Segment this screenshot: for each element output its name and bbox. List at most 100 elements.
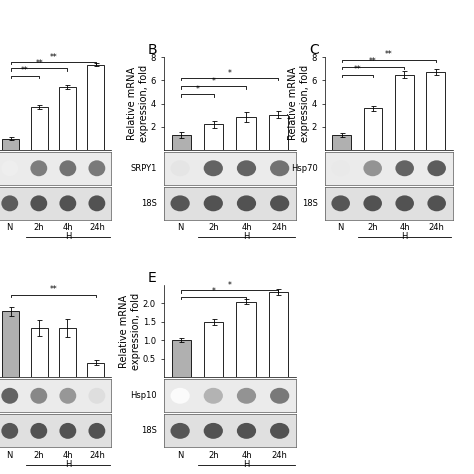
Text: **: **	[49, 53, 57, 62]
Bar	[172, 135, 191, 150]
Bar	[31, 107, 48, 150]
Text: **: **	[21, 66, 29, 75]
Y-axis label: Relative mRNA
expression, fold: Relative mRNA expression, fold	[127, 65, 149, 142]
Text: **: **	[49, 285, 57, 294]
Ellipse shape	[89, 388, 105, 404]
Ellipse shape	[59, 160, 76, 176]
Ellipse shape	[237, 160, 256, 176]
Text: *: *	[196, 85, 200, 94]
Text: N: N	[7, 223, 13, 232]
Ellipse shape	[204, 388, 223, 404]
Ellipse shape	[59, 195, 76, 211]
Ellipse shape	[1, 388, 18, 404]
Text: 4h: 4h	[63, 223, 73, 232]
Text: 4h: 4h	[63, 451, 73, 460]
Ellipse shape	[89, 160, 105, 176]
Ellipse shape	[395, 160, 414, 176]
Text: 18S: 18S	[141, 199, 157, 208]
Ellipse shape	[204, 423, 223, 439]
Ellipse shape	[1, 195, 18, 211]
Bar	[172, 340, 191, 377]
Ellipse shape	[428, 195, 446, 211]
Text: 2h: 2h	[34, 451, 44, 460]
Text: **: **	[354, 65, 361, 74]
Text: N: N	[177, 451, 183, 460]
Ellipse shape	[171, 195, 190, 211]
Text: N: N	[177, 223, 183, 232]
Bar	[204, 124, 223, 150]
Ellipse shape	[89, 423, 105, 439]
Ellipse shape	[237, 423, 256, 439]
Text: 4h: 4h	[241, 451, 252, 460]
Bar	[426, 73, 445, 150]
Ellipse shape	[364, 195, 382, 211]
Ellipse shape	[204, 195, 223, 211]
Ellipse shape	[171, 423, 190, 439]
Text: E: E	[147, 271, 156, 285]
Ellipse shape	[237, 388, 256, 404]
Text: H: H	[64, 232, 71, 241]
Ellipse shape	[1, 160, 18, 176]
Text: *: *	[228, 281, 232, 290]
Bar	[269, 115, 288, 150]
Text: 4h: 4h	[241, 223, 252, 232]
Ellipse shape	[171, 160, 190, 176]
Bar	[2, 139, 19, 150]
Bar	[237, 301, 256, 377]
Text: *: *	[212, 77, 216, 86]
Text: Hsp70: Hsp70	[292, 164, 319, 173]
Bar	[269, 292, 288, 377]
Ellipse shape	[270, 423, 289, 439]
Ellipse shape	[59, 423, 76, 439]
Bar	[31, 328, 48, 377]
Text: 24h: 24h	[89, 223, 105, 232]
Ellipse shape	[364, 160, 382, 176]
Y-axis label: Relative mRNA
expression, fold: Relative mRNA expression, fold	[288, 65, 310, 142]
Ellipse shape	[89, 195, 105, 211]
Text: *: *	[212, 287, 216, 296]
Bar	[395, 75, 414, 150]
Y-axis label: Relative mRNA
expression, fold: Relative mRNA expression, fold	[119, 292, 141, 370]
Ellipse shape	[30, 195, 47, 211]
Ellipse shape	[270, 160, 289, 176]
Text: SRPY1: SRPY1	[130, 164, 157, 173]
Text: 18S: 18S	[302, 199, 319, 208]
Ellipse shape	[331, 195, 350, 211]
Text: 24h: 24h	[272, 223, 288, 232]
Ellipse shape	[204, 160, 223, 176]
Text: H: H	[401, 232, 408, 241]
Text: 18S: 18S	[141, 427, 157, 435]
Ellipse shape	[395, 195, 414, 211]
Text: H: H	[64, 460, 71, 469]
Text: H: H	[243, 232, 250, 241]
Bar	[2, 311, 19, 377]
Ellipse shape	[59, 388, 76, 404]
Text: Hsp10: Hsp10	[130, 392, 157, 400]
Bar	[332, 135, 351, 150]
Ellipse shape	[331, 160, 350, 176]
Ellipse shape	[237, 195, 256, 211]
Text: 24h: 24h	[272, 451, 288, 460]
Bar	[87, 65, 104, 150]
Ellipse shape	[30, 388, 47, 404]
Text: 24h: 24h	[89, 451, 105, 460]
Text: *: *	[228, 69, 232, 78]
Ellipse shape	[1, 423, 18, 439]
Text: **: **	[35, 59, 43, 68]
Bar	[87, 363, 104, 377]
Text: N: N	[7, 451, 13, 460]
Text: N: N	[337, 223, 344, 232]
Text: **: **	[369, 57, 377, 66]
Bar	[204, 322, 223, 377]
Text: 2h: 2h	[34, 223, 44, 232]
Bar	[237, 117, 256, 150]
Ellipse shape	[270, 388, 289, 404]
Text: **: **	[385, 50, 392, 59]
Text: 2h: 2h	[367, 223, 378, 232]
Bar	[59, 328, 76, 377]
Bar	[364, 108, 383, 150]
Text: 24h: 24h	[429, 223, 445, 232]
Ellipse shape	[428, 160, 446, 176]
Text: 2h: 2h	[208, 451, 219, 460]
Ellipse shape	[171, 388, 190, 404]
